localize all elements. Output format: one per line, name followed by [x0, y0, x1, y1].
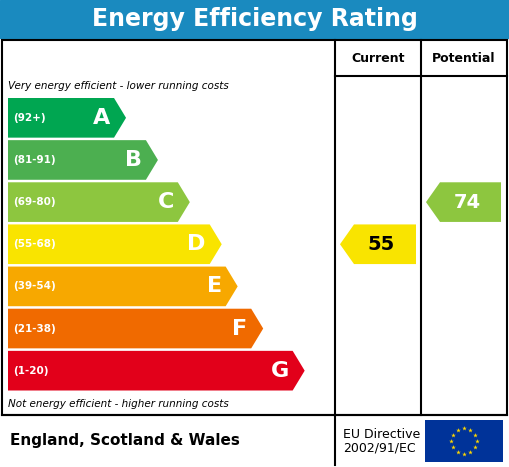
- Text: (55-68): (55-68): [13, 239, 56, 249]
- Text: 2002/91/EC: 2002/91/EC: [343, 441, 416, 454]
- Text: Very energy efficient - lower running costs: Very energy efficient - lower running co…: [8, 81, 229, 91]
- Text: F: F: [232, 318, 247, 339]
- Text: EU Directive: EU Directive: [343, 429, 420, 441]
- Text: 74: 74: [454, 192, 480, 212]
- Text: (69-80): (69-80): [13, 197, 55, 207]
- Text: Potential: Potential: [432, 51, 496, 64]
- Polygon shape: [426, 182, 501, 222]
- Text: B: B: [125, 150, 142, 170]
- Polygon shape: [8, 267, 238, 306]
- Polygon shape: [8, 98, 126, 138]
- Text: (81-91): (81-91): [13, 155, 55, 165]
- Text: (39-54): (39-54): [13, 282, 56, 291]
- Text: Current: Current: [351, 51, 405, 64]
- Text: England, Scotland & Wales: England, Scotland & Wales: [10, 433, 240, 448]
- Text: E: E: [207, 276, 222, 297]
- Polygon shape: [8, 140, 158, 180]
- Bar: [425, 420, 503, 462]
- Text: C: C: [157, 192, 174, 212]
- Bar: [2, 40, 507, 415]
- Text: (21-38): (21-38): [13, 324, 56, 333]
- Text: D: D: [187, 234, 206, 254]
- Text: 55: 55: [368, 235, 395, 254]
- Text: Energy Efficiency Rating: Energy Efficiency Rating: [92, 7, 417, 31]
- Polygon shape: [340, 225, 416, 264]
- Polygon shape: [8, 225, 222, 264]
- Text: (92+): (92+): [13, 113, 46, 123]
- Polygon shape: [8, 182, 190, 222]
- Bar: [0, 0, 509, 38]
- Polygon shape: [8, 351, 305, 390]
- Text: A: A: [93, 108, 110, 128]
- Text: Not energy efficient - higher running costs: Not energy efficient - higher running co…: [8, 399, 229, 409]
- Polygon shape: [8, 309, 263, 348]
- Text: G: G: [270, 361, 289, 381]
- Text: (1-20): (1-20): [13, 366, 48, 375]
